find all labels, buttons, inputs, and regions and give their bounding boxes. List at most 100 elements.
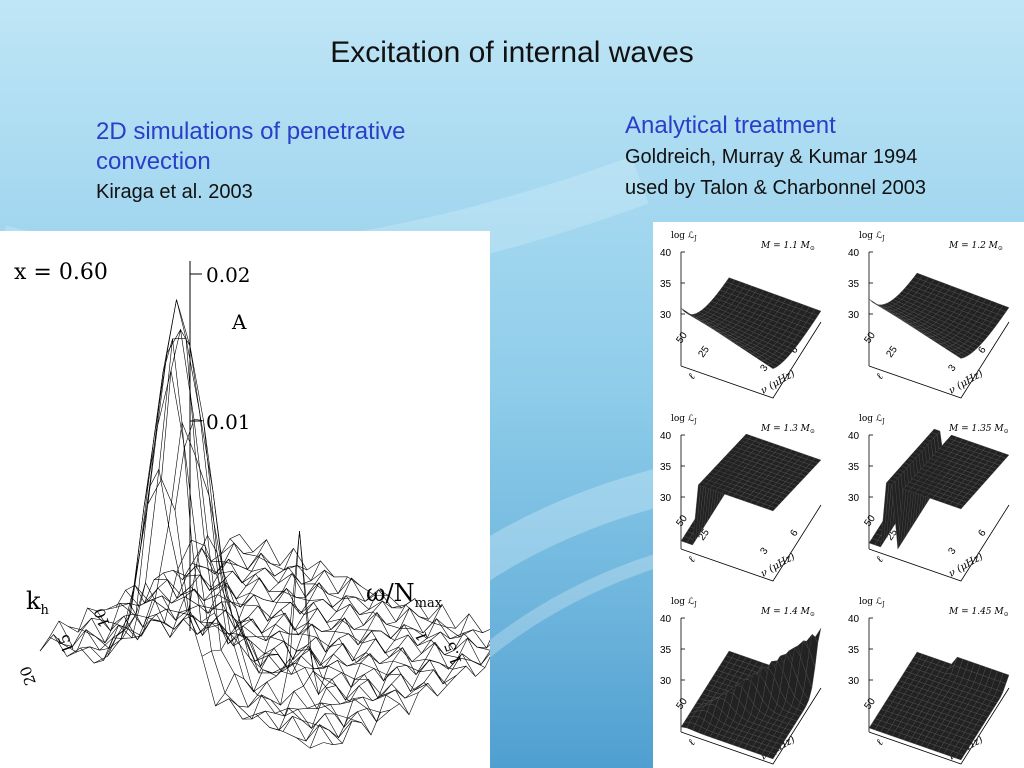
surface-mesh	[868, 651, 1010, 761]
right-section-heading: Analytical treatment	[625, 112, 836, 139]
nu-tick-label: 3	[946, 545, 958, 556]
wireframe-line	[242, 530, 443, 720]
left-section-heading: 2D simulations of penetrative convection	[96, 118, 406, 175]
surface-mesh	[868, 428, 1010, 550]
z-axis-label: log ℒJ	[671, 414, 697, 425]
wireframe-line	[239, 534, 490, 634]
wireframe-line	[53, 542, 254, 647]
left-citation: Kiraga et al. 2003	[96, 181, 253, 203]
x-position-label: x = 0.60	[14, 260, 108, 285]
wave-amplitude-3d-plot: x = 0.60 0.02 A 0.01 kh ω/Nmax 20 15 10 …	[0, 231, 490, 768]
wireframe-line	[188, 534, 389, 662]
l-tick-label: 50	[862, 696, 878, 712]
mass-label: M = 1.4 M⊙	[760, 607, 815, 618]
wireframe-line	[282, 629, 483, 732]
base-plane-edge	[680, 687, 822, 765]
surface-cell	[811, 457, 822, 464]
wireframe-line	[87, 421, 372, 736]
kh-tick-20: 20	[16, 664, 39, 688]
l-tick-label: 50	[862, 330, 878, 346]
wireframe-line	[215, 598, 416, 707]
mass-label: M = 1.35 M⊙	[948, 424, 1009, 435]
mass-label: M = 1.2 M⊙	[948, 241, 1003, 252]
z-tick-label: 40	[660, 248, 672, 259]
l-tick-label: 50	[862, 513, 878, 529]
z-axis-label: log ℒJ	[671, 231, 697, 242]
surface-cell	[999, 452, 1010, 459]
base-plane-edge	[868, 321, 1010, 399]
l-axis-label: ℓ	[874, 372, 885, 382]
z-tick-label: 35	[848, 462, 860, 473]
z-tick-label: 40	[848, 248, 860, 259]
panel-m-1-1: 40 35 30 log ℒJ M = 1.1 M⊙ 50 25 ℓ 3 6 ν (μHz)	[653, 222, 836, 402]
wireframe-line	[296, 637, 490, 742]
nu-tick-label: 6	[788, 344, 800, 355]
l-tick-label: 50	[674, 696, 690, 712]
z-tick-label: 40	[848, 431, 860, 442]
wave-amplitude-svg: x = 0.60 0.02 A 0.01 kh ω/Nmax 20 15 10 …	[14, 260, 490, 749]
omega-axis-label: ω/Nmax	[366, 579, 443, 611]
wireframe-line	[77, 337, 362, 723]
z-tick-label: 40	[660, 614, 672, 625]
right-citation-primary: Goldreich, Murray & Kumar 1994	[625, 146, 918, 168]
wireframe-line	[93, 548, 294, 664]
z-tick-label: 30	[848, 676, 860, 687]
nu-tick-label: 6	[976, 527, 988, 538]
z-tick-label: 35	[660, 462, 672, 473]
l-axis-label: ℓ	[874, 738, 885, 748]
luminosity-panels-figure: 40 35 30 log ℒJ M = 1.1 M⊙ 50 25 ℓ 3 6 ν (μHz) 40 3…	[653, 222, 1024, 768]
panel-m-1-3: 40 35 30 log ℒJ M = 1.3 M⊙ 50 25 ℓ 3 6 ν (μHz)	[653, 405, 836, 585]
base-plane-edge	[680, 321, 822, 399]
amplitude-axis-label: A	[231, 310, 247, 334]
l-axis-label: ℓ	[686, 738, 697, 748]
surface-cell	[812, 627, 822, 643]
panel-m-1-2: 40 35 30 log ℒJ M = 1.2 M⊙ 50 25 ℓ 3 6 ν (μHz)	[841, 222, 1024, 402]
z-tick-label: 35	[848, 279, 860, 290]
wireframe-line	[39, 478, 324, 749]
l-axis-label: ℓ	[874, 555, 885, 565]
wireframe-line	[201, 547, 486, 668]
wireframe-line	[134, 585, 419, 699]
wireframe-line	[96, 530, 381, 713]
wireframe-line	[80, 552, 281, 651]
l-tick-label: 25	[696, 344, 712, 360]
z-tick-label: 35	[848, 645, 860, 656]
nu-tick-label: 3	[758, 362, 770, 373]
kh-axis-label: kh	[26, 587, 50, 618]
panel-m-1-35: 40 35 30 log ℒJ M = 1.35 M⊙ 50 25 ℓ 3 6 ν (μHz)	[841, 405, 1024, 585]
wireframe-line	[255, 618, 456, 717]
wireframe-line	[107, 565, 308, 657]
mass-label: M = 1.45 M⊙	[948, 607, 1009, 618]
slide-title: Excitation of internal waves	[330, 36, 694, 69]
wireframe-line	[220, 542, 490, 651]
wireframe-line	[147, 299, 348, 647]
z-tick-label: 30	[848, 310, 860, 321]
wireframe-line	[309, 650, 490, 749]
wireframe-line	[144, 587, 429, 691]
z-tick-label: 35	[660, 645, 672, 656]
wireframe-line	[120, 468, 321, 639]
wireframe-line	[66, 539, 267, 657]
nu-tick-label: 6	[788, 527, 800, 538]
mass-label: M = 1.1 M⊙	[760, 241, 815, 252]
z-tick-label: 40	[660, 431, 672, 442]
wireframe-line	[68, 299, 353, 739]
wireframe-line	[161, 328, 362, 645]
z-axis-label: log ℒJ	[671, 597, 697, 608]
base-plane-edge	[868, 504, 1010, 582]
l-axis-label: ℓ	[686, 372, 697, 382]
wireframe-line	[154, 579, 438, 697]
l-tick-label: 50	[674, 513, 690, 529]
z-tick-label: 35	[660, 279, 672, 290]
wireframe-line	[182, 565, 467, 670]
wireframe-line	[201, 600, 402, 674]
wireframe-line	[174, 418, 375, 668]
nu-tick-label: 6	[976, 344, 988, 355]
z-axis-label: log ℒJ	[859, 231, 885, 242]
l-tick-label: 25	[884, 344, 900, 360]
wireframe-line	[58, 328, 343, 744]
